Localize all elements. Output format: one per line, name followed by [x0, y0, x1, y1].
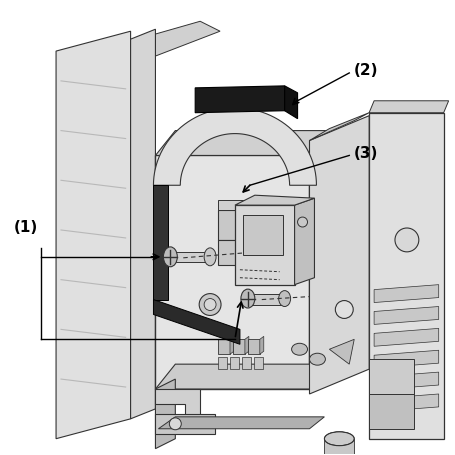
Polygon shape — [243, 215, 283, 255]
Polygon shape — [240, 234, 252, 265]
Polygon shape — [153, 108, 317, 185]
Polygon shape — [294, 198, 314, 285]
Ellipse shape — [309, 353, 325, 365]
Text: (2): (2) — [354, 63, 379, 78]
Polygon shape — [153, 185, 168, 299]
Polygon shape — [240, 204, 252, 240]
Polygon shape — [218, 200, 252, 210]
Polygon shape — [254, 357, 263, 369]
Text: (1): (1) — [13, 221, 38, 236]
Polygon shape — [309, 116, 369, 394]
Polygon shape — [374, 285, 439, 303]
Polygon shape — [156, 131, 329, 156]
Text: (3): (3) — [354, 146, 379, 161]
Polygon shape — [329, 339, 354, 364]
Polygon shape — [56, 31, 131, 439]
Polygon shape — [248, 339, 260, 354]
Polygon shape — [242, 357, 251, 369]
Polygon shape — [156, 364, 329, 389]
Ellipse shape — [292, 343, 308, 355]
Polygon shape — [233, 339, 245, 354]
Circle shape — [169, 418, 181, 430]
Circle shape — [395, 228, 419, 252]
Polygon shape — [131, 21, 220, 56]
Polygon shape — [230, 357, 239, 369]
Polygon shape — [131, 296, 205, 321]
Polygon shape — [170, 252, 210, 262]
Polygon shape — [131, 146, 215, 170]
Polygon shape — [131, 215, 210, 242]
Polygon shape — [369, 113, 444, 439]
Polygon shape — [374, 372, 439, 390]
Polygon shape — [248, 293, 285, 304]
Polygon shape — [369, 101, 449, 113]
Polygon shape — [369, 359, 414, 394]
Polygon shape — [156, 389, 200, 419]
Polygon shape — [260, 336, 264, 354]
Polygon shape — [156, 414, 215, 434]
Polygon shape — [218, 357, 227, 369]
Polygon shape — [235, 205, 294, 285]
Circle shape — [335, 301, 353, 318]
Polygon shape — [245, 336, 249, 354]
Polygon shape — [324, 439, 354, 454]
Polygon shape — [374, 307, 439, 324]
Polygon shape — [218, 210, 240, 240]
Polygon shape — [374, 329, 439, 346]
Polygon shape — [309, 113, 369, 141]
Circle shape — [298, 217, 308, 227]
Circle shape — [204, 298, 216, 310]
Polygon shape — [158, 417, 324, 429]
Polygon shape — [374, 394, 439, 412]
Ellipse shape — [241, 289, 255, 308]
Polygon shape — [153, 299, 240, 344]
Polygon shape — [218, 240, 240, 265]
Polygon shape — [156, 379, 175, 449]
Polygon shape — [309, 131, 329, 389]
Polygon shape — [218, 339, 230, 354]
Polygon shape — [195, 86, 285, 113]
Circle shape — [199, 293, 221, 315]
Ellipse shape — [204, 248, 216, 266]
Ellipse shape — [324, 432, 354, 445]
Ellipse shape — [163, 247, 177, 267]
Ellipse shape — [278, 291, 291, 307]
Polygon shape — [374, 350, 439, 368]
Polygon shape — [369, 394, 414, 429]
Polygon shape — [156, 156, 309, 389]
Polygon shape — [131, 29, 156, 419]
Polygon shape — [230, 336, 234, 354]
Polygon shape — [285, 86, 298, 119]
Polygon shape — [235, 195, 314, 205]
